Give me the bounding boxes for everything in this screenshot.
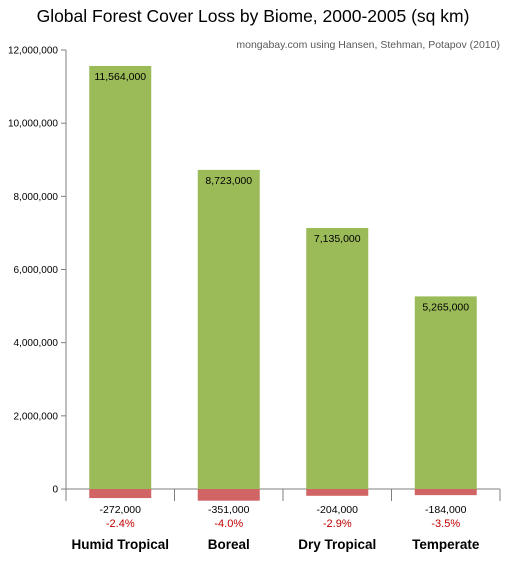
y-tick-label: 4,000,000 (14, 338, 59, 349)
y-tick-label: 8,000,000 (14, 192, 59, 203)
bar-forest-cover (197, 169, 260, 489)
bar-value-label: 8,723,000 (205, 175, 252, 187)
chart-subtitle: mongabay.com using Hansen, Stehman, Pota… (236, 39, 500, 51)
y-tick-label: 10,000,000 (8, 119, 58, 130)
bars (89, 65, 477, 501)
bar-forest-loss (89, 489, 152, 499)
loss-percent-label: -3.5% (431, 518, 460, 530)
bar-value-label: 5,265,000 (422, 301, 469, 313)
loss-value-label: -351,000 (208, 504, 250, 516)
bar-value-label: 11,564,000 (94, 71, 146, 83)
loss-percent-label: -4.0% (214, 518, 243, 530)
loss-percent-label: -2.9% (323, 518, 352, 530)
chart-title: Global Forest Cover Loss by Biome, 2000-… (37, 6, 470, 26)
bar-labels: 11,564,000 -272,000 -2.4% Humid Tropical 8,7… (71, 71, 479, 552)
bar-forest-cover (89, 65, 152, 490)
bar-value-label: 7,135,000 (314, 233, 361, 245)
y-axis: 0 2,000,000 4,000,000 6,000,000 8,000,000 10,… (8, 46, 67, 501)
bar-forest-loss (414, 489, 477, 496)
x-category-label: Temperate (412, 537, 480, 552)
y-tick-label: 2,000,000 (14, 411, 59, 422)
y-tick-label: 0 (52, 485, 58, 496)
bar-forest-cover (306, 227, 369, 490)
loss-value-label: -272,000 (100, 504, 142, 516)
x-category-label: Humid Tropical (71, 537, 169, 552)
loss-value-label: -204,000 (317, 504, 359, 516)
loss-percent-label: -2.4% (106, 518, 135, 530)
bar-forest-loss (306, 489, 369, 496)
x-category-label: Dry Tropical (298, 537, 376, 552)
loss-value-label: -184,000 (425, 504, 467, 516)
y-tick-label: 6,000,000 (14, 265, 59, 276)
bar-forest-loss (197, 489, 260, 501)
x-category-label: Boreal (208, 537, 250, 552)
y-tick-label: 12,000,000 (8, 46, 58, 57)
bar-forest-cover (414, 296, 477, 489)
